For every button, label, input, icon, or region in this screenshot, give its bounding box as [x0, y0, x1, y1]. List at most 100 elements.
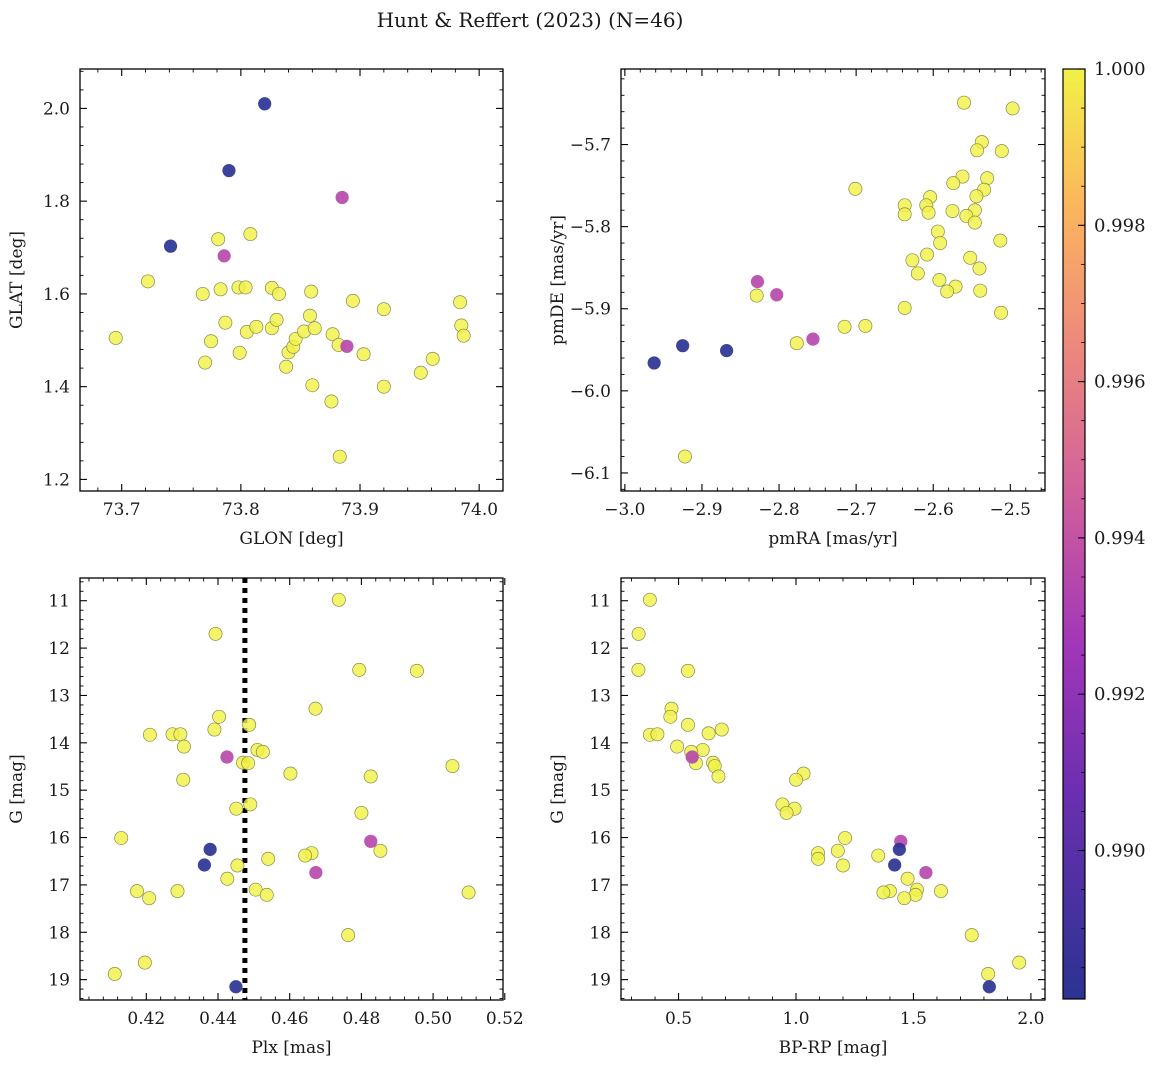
- data-point: [232, 345, 247, 360]
- data-point: [711, 769, 726, 784]
- panel-parallax: 0.42 0.44 0.46 0.48 0.50 0.52 11 12 13 14 15 16 17 18…: [7, 577, 524, 1058]
- data-point: [897, 207, 912, 222]
- data-point: [259, 887, 274, 902]
- data-point: [354, 805, 369, 820]
- data-point: [352, 662, 367, 677]
- data-point: [964, 928, 979, 943]
- y-tick-label: 15: [48, 781, 70, 801]
- data-point: [425, 351, 440, 366]
- data-point: [993, 233, 1008, 248]
- plot-frame: [79, 68, 504, 492]
- x-tick-label: 0.48: [342, 1009, 380, 1029]
- data-point: [631, 662, 646, 677]
- data-point: [220, 750, 234, 764]
- data-point: [413, 365, 428, 380]
- data-point: [208, 626, 223, 641]
- y-tick-label: 11: [589, 592, 611, 612]
- data-point: [897, 891, 912, 906]
- data-point: [876, 885, 891, 900]
- panel-color-magnitude: 0.5 1.0 1.5 2.0 11 12 13 14 15 16 17 18 19 BP-RP [mag…: [548, 577, 1046, 1058]
- data-point: [364, 834, 378, 848]
- data-point: [238, 280, 253, 295]
- data-point: [220, 871, 235, 886]
- data-point: [243, 227, 258, 242]
- x-tick-label: 74.0: [460, 500, 498, 520]
- y-tick-label: 1.2: [43, 470, 70, 490]
- data-point: [114, 831, 129, 845]
- data-point: [445, 759, 460, 773]
- data-point: [888, 858, 902, 872]
- x-tick-label: 0.42: [127, 1009, 165, 1029]
- data-point: [304, 284, 319, 299]
- data-point: [871, 848, 886, 863]
- data-point: [969, 189, 984, 204]
- data-point: [217, 249, 231, 263]
- data-point: [900, 871, 915, 886]
- x-axis-label: pmRA [mas/yr]: [768, 529, 897, 549]
- data-point: [930, 224, 945, 239]
- data-point: [806, 332, 820, 346]
- data-point: [779, 805, 794, 820]
- data-point: [373, 843, 388, 858]
- data-point: [848, 181, 863, 196]
- data-point: [298, 848, 313, 863]
- data-point: [325, 327, 340, 342]
- y-tick-label: 18: [589, 923, 611, 943]
- y-axis-label: GLAT [deg]: [7, 231, 27, 329]
- data-point: [107, 967, 122, 981]
- data-point: [453, 295, 468, 310]
- y-tick-label: 2.0: [43, 99, 70, 119]
- data-point: [836, 858, 850, 873]
- data-point: [335, 190, 349, 205]
- data-point: [461, 885, 476, 900]
- y-tick-label: 19: [48, 971, 70, 991]
- colorbar-tick-label: 0.992: [1094, 684, 1146, 705]
- data-point: [170, 884, 185, 899]
- panel-sky: 73.7 73.8 73.9 74.0 1.2 1.4 1.6 1.8 2.0 GLON [deg…: [7, 68, 504, 549]
- data-point: [963, 250, 978, 265]
- y-tick-label: 16: [589, 829, 611, 849]
- x-tick-label: 2.0: [1017, 1009, 1044, 1029]
- data-point: [676, 339, 690, 353]
- data-point: [163, 239, 178, 253]
- data-point: [218, 315, 233, 330]
- data-point: [283, 766, 298, 781]
- data-point: [631, 626, 646, 641]
- y-tick-label: 1.8: [43, 192, 70, 212]
- y-tick-label: 13: [589, 686, 611, 706]
- data-point: [994, 305, 1009, 320]
- data-point: [663, 709, 678, 724]
- data-point: [173, 727, 188, 742]
- data-point: [650, 727, 665, 742]
- data-point: [720, 344, 734, 358]
- data-point: [750, 275, 765, 289]
- x-tick-label: −2.7: [835, 500, 876, 520]
- data-point: [279, 359, 294, 374]
- data-point: [678, 449, 692, 464]
- data-point: [972, 261, 987, 276]
- data-point: [305, 378, 320, 393]
- data-point: [340, 339, 354, 353]
- plot-frame: [620, 577, 1046, 1001]
- data-point: [269, 312, 284, 327]
- data-point: [410, 663, 424, 678]
- data-point: [211, 232, 226, 247]
- data-point: [222, 163, 236, 178]
- y-tick-label: 1.4: [43, 378, 70, 398]
- y-tick-label: 19: [589, 971, 611, 991]
- data-point: [933, 236, 948, 251]
- data-point: [229, 801, 244, 816]
- x-tick-label: 0.44: [199, 1009, 237, 1029]
- y-tick-label: 14: [48, 734, 70, 754]
- data-point: [212, 709, 227, 724]
- y-tick-label: −5.9: [570, 300, 611, 320]
- data-point: [130, 884, 144, 899]
- data-point: [945, 204, 960, 218]
- y-axis-label: G [mag]: [548, 754, 568, 823]
- data-point: [243, 797, 258, 812]
- colorbar-gradient: [1062, 68, 1086, 1000]
- data-point: [341, 928, 356, 943]
- data-point: [177, 739, 191, 754]
- colorbar-tick-label: 0.994: [1094, 528, 1146, 549]
- data-point: [933, 884, 948, 899]
